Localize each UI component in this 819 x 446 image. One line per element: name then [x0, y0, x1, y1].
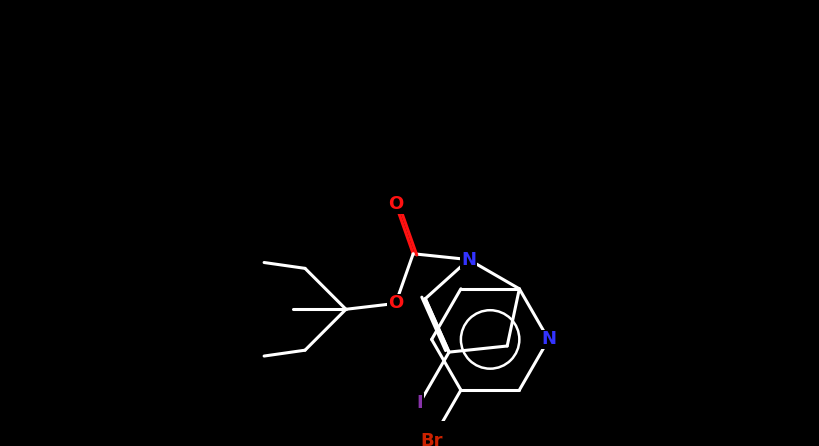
Text: Br: Br	[420, 432, 443, 446]
Text: O: O	[388, 195, 403, 213]
Text: N: N	[461, 251, 476, 268]
Text: N: N	[541, 330, 556, 348]
Text: O: O	[388, 294, 403, 313]
Text: I: I	[417, 394, 423, 412]
